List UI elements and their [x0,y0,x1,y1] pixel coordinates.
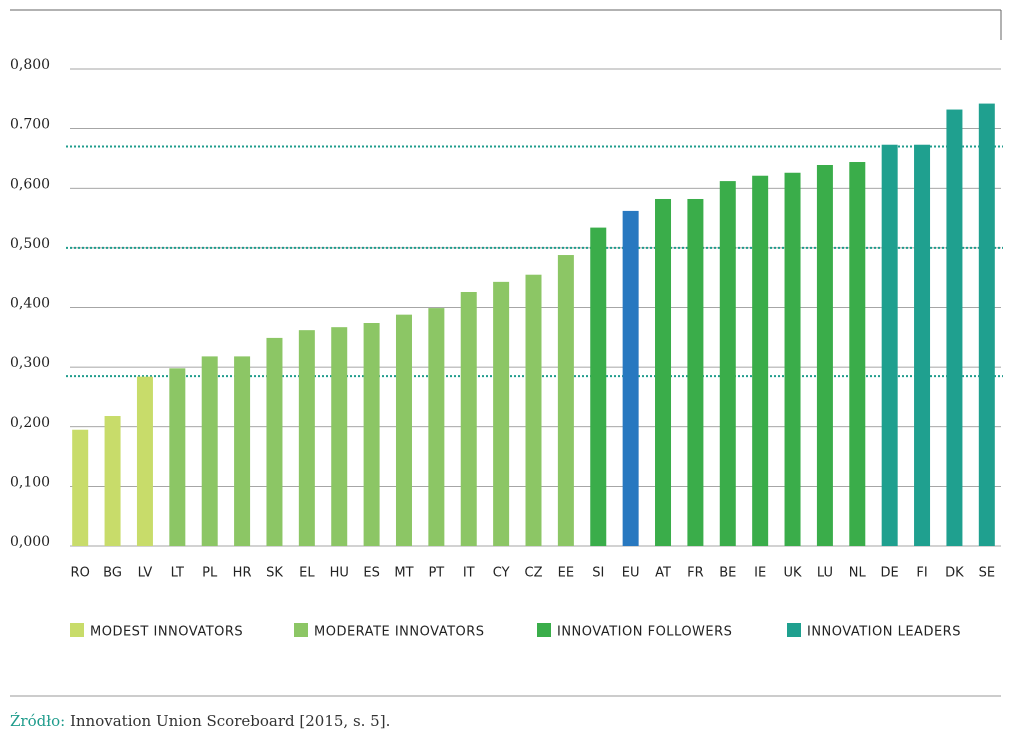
bar [655,198,672,547]
x-tick-label: IE [754,566,766,581]
source-text: Innovation Union Scoreboard [2015, s. 5]… [69,712,391,730]
x-tick-label: SI [592,566,604,581]
y-tick-label: 0,000 [10,534,50,550]
bar [493,281,510,546]
y-tick-label: 0,800 [10,57,50,73]
y-tick-label: 0,600 [10,176,50,192]
y-tick-label: 0,300 [10,355,50,371]
bar [104,416,121,546]
x-tick-label: PL [202,566,218,581]
bar [169,368,186,546]
x-tick-label: AT [655,566,671,581]
bar [298,330,315,546]
x-tick-label: ES [363,566,379,581]
bar [136,376,153,546]
y-tick-label: 0,500 [10,236,50,252]
x-tick-label: DK [945,566,964,581]
x-tick-label: CY [493,566,510,581]
bar [525,274,542,546]
bar [72,429,89,546]
bar [460,291,477,546]
x-tick-label: UK [784,566,803,581]
bar [590,227,607,547]
x-tick-label: HR [233,566,252,581]
bar [395,314,412,546]
x-tick-label: BG [103,566,122,581]
legend-label: MODERATE INNOVATORS [314,625,485,640]
x-tick-label: SE [979,566,995,581]
source: Źródło: Innovation Union Scoreboard [201… [10,712,390,730]
bar [234,356,251,546]
x-tick-label: MT [394,566,413,581]
x-tick-label: RO [71,566,90,581]
bar [428,308,445,546]
y-tick-label: 0.700 [10,117,50,133]
bar [816,164,833,546]
x-tick-label: LT [171,566,184,581]
x-tick-label: IT [463,566,475,581]
legend-label: INNOVATION FOLLOWERS [557,625,732,640]
bar [849,162,866,546]
bar [201,356,218,546]
x-tick-label: PT [428,566,444,581]
bar [719,181,736,546]
x-tick-label: BE [719,566,736,581]
y-tick-label: 0,100 [10,474,50,490]
legend-swatch [537,623,551,637]
bar [331,327,348,546]
legend-swatch [70,623,84,637]
x-tick-label: SK [266,566,283,581]
x-tick-label: CZ [525,566,543,581]
x-tick-label: FR [687,566,704,581]
x-tick-label: LV [138,566,153,581]
x-tick-label: EU [622,566,640,581]
bar [978,103,995,547]
x-tick-label: FI [916,566,927,581]
x-tick-label: EL [299,566,315,581]
bar [881,144,898,546]
legend-label: MODEST INNOVATORS [90,625,243,640]
x-tick-label: HU [330,566,349,581]
legend-label: INNOVATION LEADERS [807,625,961,640]
bar [557,255,574,546]
bar [266,337,283,546]
bar [752,175,769,546]
x-tick-label: EE [558,566,574,581]
y-tick-label: 0,200 [10,415,50,431]
bar [622,210,639,546]
bar [687,198,704,547]
legend-swatch [294,623,308,637]
bar [363,323,380,546]
y-tick-label: 0,400 [10,296,50,312]
x-tick-label: DE [881,566,899,581]
bar [914,144,931,546]
source-label: Źródło: [10,712,66,730]
bar [946,109,963,547]
bar [784,172,801,546]
legend-swatch [787,623,801,637]
x-tick-label: LU [817,566,833,581]
x-tick-label: NL [849,566,867,581]
